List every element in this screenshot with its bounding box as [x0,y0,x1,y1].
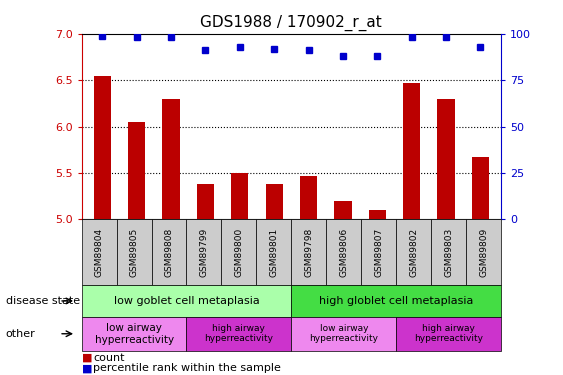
Text: high airway
hyperreactivity: high airway hyperreactivity [414,324,483,344]
Text: disease state: disease state [6,296,80,306]
Text: low airway
hyperreactivity: low airway hyperreactivity [309,324,378,344]
Text: GSM89798: GSM89798 [305,228,314,277]
Text: count: count [93,353,124,363]
Text: low airway
hyperreactivity: low airway hyperreactivity [95,323,173,345]
Bar [300,176,317,219]
Text: GSM89802: GSM89802 [409,228,418,277]
Text: GSM89807: GSM89807 [374,228,383,277]
Text: GSM89803: GSM89803 [444,228,453,277]
Bar [334,201,351,219]
Bar [369,210,386,219]
Bar [437,99,455,219]
Text: low goblet cell metaplasia: low goblet cell metaplasia [114,296,260,306]
Text: high globlet cell metaplasia: high globlet cell metaplasia [319,296,473,306]
Text: percentile rank within the sample: percentile rank within the sample [93,363,281,373]
Bar [163,99,180,219]
Text: GSM89801: GSM89801 [269,228,278,277]
Text: GSM89804: GSM89804 [95,228,104,277]
Text: GSM89806: GSM89806 [339,228,348,277]
Bar [93,75,111,219]
Text: GSM89805: GSM89805 [129,228,138,277]
Text: ■: ■ [82,353,92,363]
Text: GSM89799: GSM89799 [199,228,208,277]
Text: GSM89808: GSM89808 [164,228,173,277]
Bar [266,184,283,219]
Bar [231,173,248,219]
Bar [197,184,214,219]
Text: other: other [6,329,35,339]
Bar [403,83,420,219]
Bar [128,122,145,219]
Title: GDS1988 / 170902_r_at: GDS1988 / 170902_r_at [200,15,382,31]
Text: high airway
hyperreactivity: high airway hyperreactivity [204,324,274,344]
Text: GSM89800: GSM89800 [234,228,243,277]
Bar [472,157,489,219]
Text: GSM89809: GSM89809 [479,228,488,277]
Text: ■: ■ [82,363,92,373]
